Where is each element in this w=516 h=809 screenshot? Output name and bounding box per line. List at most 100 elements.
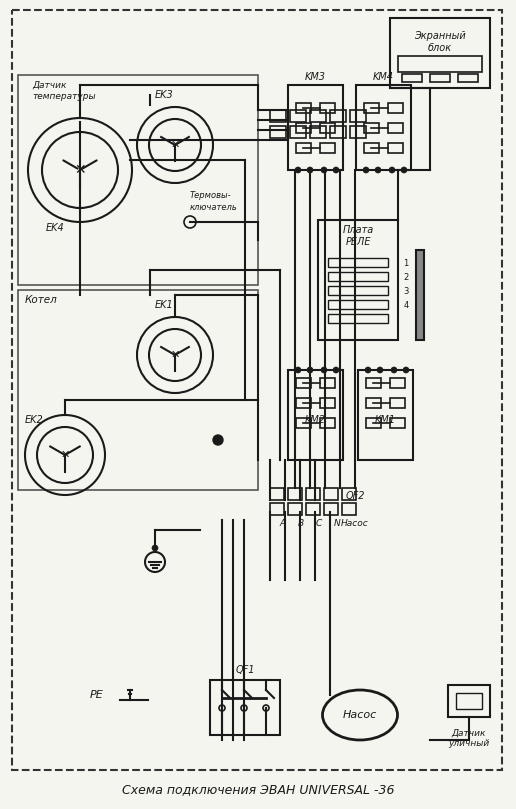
Bar bbox=[288, 370, 343, 460]
Text: Насос: Насос bbox=[341, 519, 369, 527]
Bar bbox=[416, 250, 424, 340]
Text: A: A bbox=[280, 519, 286, 527]
Bar bbox=[18, 290, 258, 490]
Text: KM2: KM2 bbox=[304, 415, 326, 425]
Bar bbox=[328, 300, 388, 309]
Bar bbox=[296, 103, 311, 113]
Bar bbox=[456, 693, 482, 709]
Text: Котел: Котел bbox=[25, 295, 58, 305]
Bar bbox=[306, 503, 320, 515]
Bar bbox=[288, 488, 302, 500]
Circle shape bbox=[307, 167, 313, 173]
Circle shape bbox=[333, 367, 339, 373]
Circle shape bbox=[401, 167, 407, 173]
Circle shape bbox=[295, 367, 301, 373]
Bar bbox=[320, 123, 335, 133]
Text: ключатель: ключатель bbox=[190, 202, 238, 211]
Text: EK3: EK3 bbox=[155, 90, 174, 100]
Bar bbox=[448, 685, 490, 717]
Text: Экранный: Экранный bbox=[414, 31, 466, 41]
Text: Схема подключения ЭВАН UNIVERSAL -36: Схема подключения ЭВАН UNIVERSAL -36 bbox=[122, 783, 394, 797]
Bar bbox=[324, 503, 338, 515]
Bar bbox=[328, 286, 388, 295]
Text: B: B bbox=[298, 519, 304, 527]
Bar bbox=[328, 272, 388, 281]
Bar bbox=[324, 488, 338, 500]
Bar bbox=[306, 488, 320, 500]
Text: Термовы-: Термовы- bbox=[190, 190, 232, 200]
Text: N: N bbox=[334, 519, 341, 527]
Bar bbox=[388, 143, 403, 153]
Text: температуры: температуры bbox=[32, 91, 95, 100]
Bar bbox=[364, 103, 379, 113]
Circle shape bbox=[213, 435, 223, 445]
Text: Датчик: Датчик bbox=[32, 81, 67, 90]
Text: ✕: ✕ bbox=[170, 350, 180, 360]
Bar bbox=[390, 398, 405, 408]
Circle shape bbox=[363, 167, 369, 173]
Bar bbox=[270, 503, 284, 515]
Text: QF2: QF2 bbox=[345, 491, 365, 501]
Text: EK1: EK1 bbox=[155, 300, 174, 310]
Circle shape bbox=[365, 367, 371, 373]
Text: 4: 4 bbox=[404, 300, 409, 310]
Bar bbox=[320, 418, 335, 428]
Bar bbox=[296, 418, 311, 428]
Circle shape bbox=[295, 167, 301, 173]
Bar bbox=[310, 126, 326, 138]
Bar bbox=[296, 378, 311, 388]
Circle shape bbox=[403, 367, 409, 373]
Bar bbox=[390, 418, 405, 428]
Bar bbox=[342, 503, 356, 515]
Bar bbox=[320, 378, 335, 388]
Circle shape bbox=[152, 545, 158, 551]
Bar bbox=[310, 110, 326, 122]
Bar bbox=[318, 220, 398, 340]
Text: PE: PE bbox=[90, 690, 104, 700]
Circle shape bbox=[375, 167, 381, 173]
Bar bbox=[270, 488, 284, 500]
Circle shape bbox=[321, 167, 327, 173]
Bar bbox=[290, 110, 306, 122]
Bar bbox=[458, 74, 478, 82]
Text: KM4: KM4 bbox=[373, 72, 394, 82]
Text: C: C bbox=[316, 519, 322, 527]
Bar bbox=[350, 126, 366, 138]
Bar bbox=[328, 258, 388, 267]
Bar bbox=[364, 143, 379, 153]
Text: EK4: EK4 bbox=[46, 223, 64, 233]
Bar bbox=[390, 378, 405, 388]
Bar bbox=[402, 74, 422, 82]
Bar bbox=[388, 123, 403, 133]
Text: блок: блок bbox=[428, 43, 452, 53]
Bar bbox=[366, 398, 381, 408]
Text: уличный: уличный bbox=[448, 739, 490, 748]
Bar bbox=[430, 74, 450, 82]
Bar bbox=[18, 75, 258, 285]
Bar bbox=[390, 18, 490, 88]
Bar bbox=[398, 56, 482, 72]
Circle shape bbox=[333, 167, 339, 173]
Bar bbox=[320, 143, 335, 153]
Text: 3: 3 bbox=[404, 286, 409, 295]
Bar bbox=[290, 126, 306, 138]
Bar bbox=[296, 143, 311, 153]
Bar bbox=[330, 126, 346, 138]
Bar bbox=[328, 314, 388, 323]
Text: 1: 1 bbox=[404, 259, 409, 268]
Bar bbox=[342, 488, 356, 500]
Text: KM3: KM3 bbox=[304, 72, 326, 82]
Text: Плата: Плата bbox=[343, 225, 374, 235]
Circle shape bbox=[391, 367, 397, 373]
Bar bbox=[366, 378, 381, 388]
Bar bbox=[366, 418, 381, 428]
Text: 2: 2 bbox=[404, 273, 409, 282]
Text: QF1: QF1 bbox=[235, 665, 255, 675]
Circle shape bbox=[307, 367, 313, 373]
Bar bbox=[296, 123, 311, 133]
Bar bbox=[210, 680, 280, 735]
Text: Насос: Насос bbox=[343, 710, 377, 720]
Bar bbox=[270, 126, 286, 138]
Text: ✕: ✕ bbox=[170, 140, 180, 150]
Text: ✕: ✕ bbox=[60, 450, 70, 460]
